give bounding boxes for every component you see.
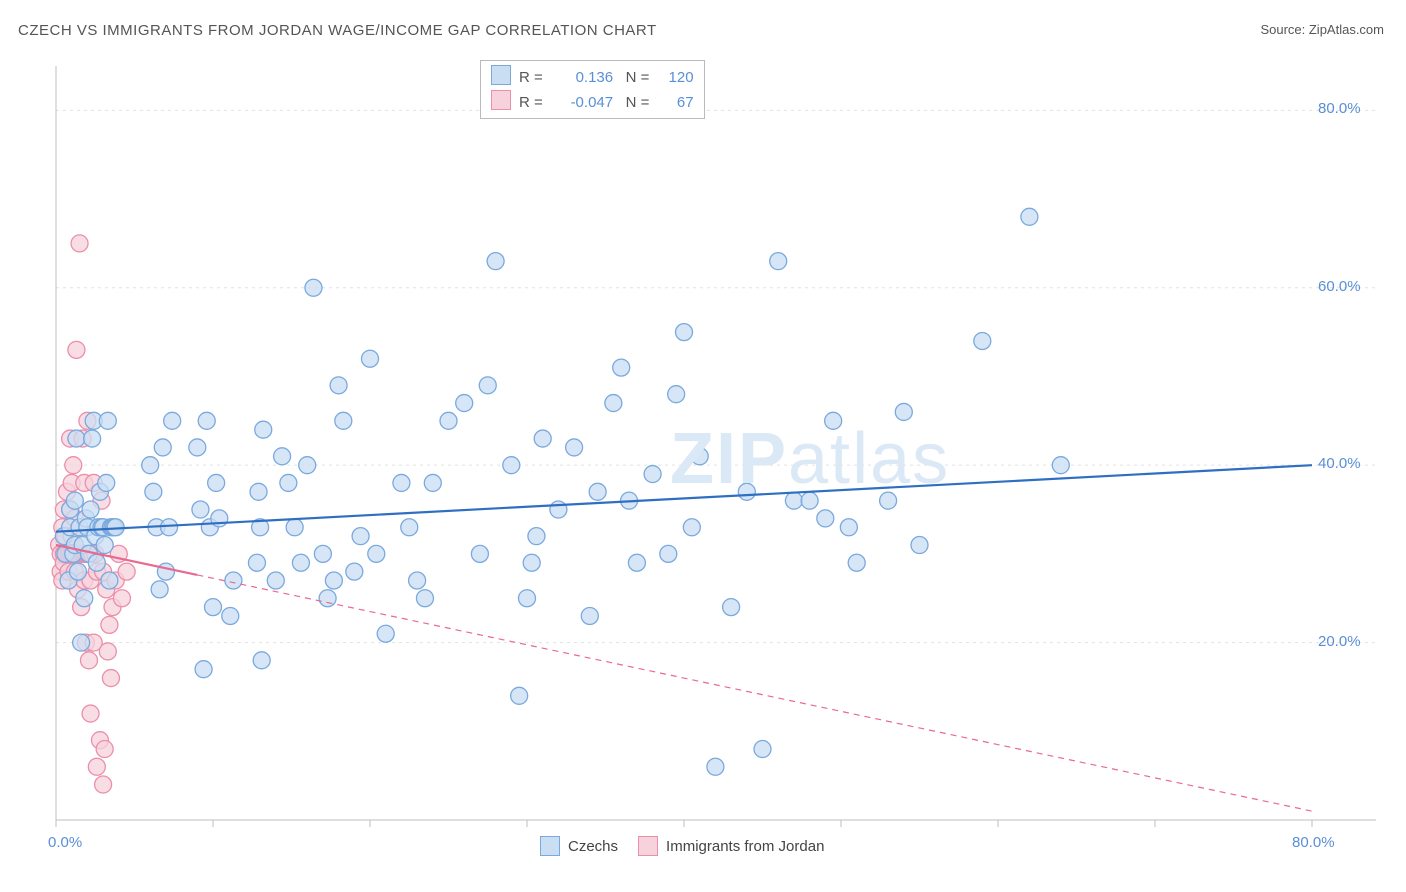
stats-row: R = 0.136 N = 120	[491, 65, 694, 90]
stats-row: R = -0.047 N = 67	[491, 90, 694, 115]
legend-swatch	[540, 836, 560, 856]
chart-area: ZIPatlas R = 0.136 N = 120R = -0.047 N =…	[50, 58, 1380, 828]
y-tick-label: 60.0%	[1318, 278, 1406, 295]
legend-label: Czechs	[568, 838, 618, 855]
y-tick-label: 20.0%	[1318, 633, 1406, 650]
x-tick-label: 80.0%	[1292, 834, 1335, 851]
stats-box: R = 0.136 N = 120R = -0.047 N = 67	[480, 60, 705, 119]
legend-swatch	[491, 65, 511, 85]
source-name: ZipAtlas.com	[1309, 22, 1384, 37]
legend: Czechs Immigrants from Jordan	[530, 836, 834, 860]
source-prefix: Source:	[1260, 22, 1308, 37]
chart-title: CZECH VS IMMIGRANTS FROM JORDAN WAGE/INC…	[18, 22, 657, 39]
y-tick-label: 80.0%	[1318, 100, 1406, 117]
source-attribution: Source: ZipAtlas.com	[1260, 22, 1384, 37]
legend-item: Immigrants from Jordan	[638, 836, 824, 856]
legend-swatch	[491, 90, 511, 110]
y-tick-label: 40.0%	[1318, 455, 1406, 472]
legend-item: Czechs	[540, 836, 618, 856]
scatter-plot	[50, 58, 1380, 828]
legend-swatch	[638, 836, 658, 856]
legend-label: Immigrants from Jordan	[666, 838, 824, 855]
x-tick-label: 0.0%	[48, 834, 82, 851]
